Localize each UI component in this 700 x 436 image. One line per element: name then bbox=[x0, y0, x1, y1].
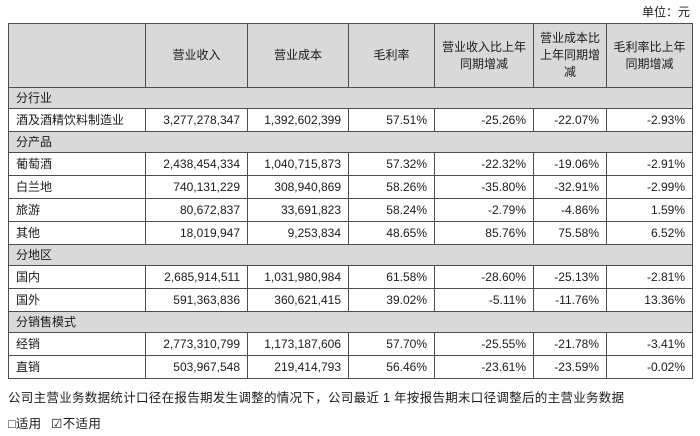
cell-label: 经销 bbox=[8, 332, 146, 356]
cell-cost-yoy: -32.91% bbox=[533, 175, 607, 199]
cell-cost-yoy: 75.58% bbox=[533, 221, 607, 245]
cell-cost-yoy: -19.06% bbox=[533, 152, 607, 176]
footnote: 公司主营业务数据统计口径在报告期发生调整的情况下，公司最近 1 年按报告期末口径… bbox=[8, 391, 625, 405]
cell-revenue: 80,672,837 bbox=[145, 198, 248, 222]
table-row: 旅游 80,672,837 33,691,823 58.24% -2.79% -4.86%… bbox=[8, 198, 693, 222]
cell-revenue-yoy: -2.79% bbox=[434, 198, 534, 222]
cell-label: 国外 bbox=[8, 288, 146, 312]
cell-revenue-yoy: 85.76% bbox=[434, 221, 534, 245]
cell-label: 直销 bbox=[8, 355, 146, 379]
cell-margin: 57.70% bbox=[348, 332, 435, 356]
checkbox-applicable: □适用 bbox=[8, 417, 42, 431]
cell-cost-yoy: -11.76% bbox=[533, 288, 607, 312]
cell-revenue-yoy: -5.11% bbox=[434, 288, 534, 312]
cell-margin: 56.46% bbox=[348, 355, 435, 379]
cell-margin-yoy: -2.91% bbox=[606, 152, 693, 176]
cell-margin-yoy: 1.59% bbox=[606, 198, 693, 222]
cell-label: 旅游 bbox=[8, 198, 146, 222]
cell-label: 酒及酒精饮料制造业 bbox=[8, 108, 146, 132]
cell-cost-yoy: -21.78% bbox=[533, 332, 607, 356]
header-row: 营业收入 营业成本 毛利率 营业收入比上年同期增减 营业成本比上年同期增减 毛利… bbox=[8, 23, 693, 88]
main-business-table: 营业收入 营业成本 毛利率 营业收入比上年同期增减 营业成本比上年同期增减 毛利… bbox=[8, 23, 693, 379]
table-row: 酒及酒精饮料制造业 3,277,278,347 1,392,602,399 57.51… bbox=[8, 108, 693, 132]
cell-revenue: 2,438,454,334 bbox=[145, 152, 248, 176]
table-row: 直销 503,967,548 219,414,793 56.46% -23.61% -23… bbox=[8, 355, 693, 379]
cell-label: 其他 bbox=[8, 221, 146, 245]
table-row: 国内 2,685,914,511 1,031,980,984 61.58% -28.60… bbox=[8, 265, 693, 289]
cell-revenue: 18,019,947 bbox=[145, 221, 248, 245]
table-row: 其他 18,019,947 9,253,834 48.65% 85.76% 75.58% 6… bbox=[8, 221, 693, 245]
cell-cost-yoy: -22.07% bbox=[533, 108, 607, 132]
cell-margin: 58.26% bbox=[348, 175, 435, 199]
column-header-revenue: 营业收入 bbox=[145, 23, 248, 88]
table-row: 经销 2,773,310,799 1,173,187,606 57.70% -25.55… bbox=[8, 332, 693, 356]
cell-revenue-yoy: -35.80% bbox=[434, 175, 534, 199]
cell-margin: 61.58% bbox=[348, 265, 435, 289]
section-header-row: 分销售模式 bbox=[8, 311, 693, 333]
cell-cost: 1,392,602,399 bbox=[247, 108, 349, 132]
cell-margin: 57.32% bbox=[348, 152, 435, 176]
cell-cost: 1,040,715,873 bbox=[247, 152, 349, 176]
cell-label: 白兰地 bbox=[8, 175, 146, 199]
cell-revenue-yoy: -23.61% bbox=[434, 355, 534, 379]
cell-margin-yoy: 6.52% bbox=[606, 221, 693, 245]
section-title: 分产品 bbox=[8, 131, 693, 153]
cell-revenue: 2,773,310,799 bbox=[145, 332, 248, 356]
column-header-margin: 毛利率 bbox=[348, 23, 435, 88]
column-header-cost-yoy: 营业成本比上年同期增减 bbox=[533, 23, 607, 88]
cell-margin-yoy: -2.93% bbox=[606, 108, 693, 132]
cell-revenue: 503,967,548 bbox=[145, 355, 248, 379]
cell-margin-yoy: -2.99% bbox=[606, 175, 693, 199]
cell-margin-yoy: -2.81% bbox=[606, 265, 693, 289]
section-header-row: 分行业 bbox=[8, 87, 693, 109]
cell-margin: 48.65% bbox=[348, 221, 435, 245]
cell-label: 国内 bbox=[8, 265, 146, 289]
cell-revenue-yoy: -28.60% bbox=[434, 265, 534, 289]
table-row: 国外 591,363,836 360,621,415 39.02% -5.11% -11.… bbox=[8, 288, 693, 312]
cell-cost-yoy: -4.86% bbox=[533, 198, 607, 222]
table-row: 白兰地 740,131,229 308,940,869 58.26% -35.80% -3… bbox=[8, 175, 693, 199]
cell-cost: 360,621,415 bbox=[247, 288, 349, 312]
table-body: 分行业 酒及酒精饮料制造业 3,277,278,347 1,392,602,399 57… bbox=[8, 87, 693, 379]
checkbox-not-applicable: ☑不适用 bbox=[51, 417, 102, 431]
cell-margin: 39.02% bbox=[348, 288, 435, 312]
section-title: 分销售模式 bbox=[8, 311, 693, 333]
cell-cost: 1,173,187,606 bbox=[247, 332, 349, 356]
cell-revenue-yoy: -25.55% bbox=[434, 332, 534, 356]
cell-revenue: 2,685,914,511 bbox=[145, 265, 248, 289]
unit-label: 单位：元 bbox=[641, 5, 690, 19]
cell-label: 葡萄酒 bbox=[8, 152, 146, 176]
column-header-blank bbox=[8, 23, 146, 88]
cell-margin: 57.51% bbox=[348, 108, 435, 132]
column-header-cost: 营业成本 bbox=[247, 23, 349, 88]
cell-revenue-yoy: -22.32% bbox=[434, 152, 534, 176]
cell-margin-yoy: -0.02% bbox=[606, 355, 693, 379]
cell-cost: 9,253,834 bbox=[247, 221, 349, 245]
section-header-row: 分地区 bbox=[8, 244, 693, 266]
cell-margin-yoy: -3.41% bbox=[606, 332, 693, 356]
cell-revenue: 3,277,278,347 bbox=[145, 108, 248, 132]
cell-cost-yoy: -23.59% bbox=[533, 355, 607, 379]
cell-cost-yoy: -25.13% bbox=[533, 265, 607, 289]
cell-cost: 308,940,869 bbox=[247, 175, 349, 199]
column-header-revenue-yoy: 营业收入比上年同期增减 bbox=[434, 23, 534, 88]
column-header-margin-yoy: 毛利率比上年同期增减 bbox=[606, 23, 693, 88]
cell-revenue: 591,363,836 bbox=[145, 288, 248, 312]
table-row: 葡萄酒 2,438,454,334 1,040,715,873 57.32% -22.3… bbox=[8, 152, 693, 176]
section-header-row: 分产品 bbox=[8, 131, 693, 153]
cell-cost: 33,691,823 bbox=[247, 198, 349, 222]
table-header: 营业收入 营业成本 毛利率 营业收入比上年同期增减 营业成本比上年同期增减 毛利… bbox=[8, 23, 693, 88]
section-title: 分地区 bbox=[8, 244, 693, 266]
cell-margin-yoy: 13.36% bbox=[606, 288, 693, 312]
cell-cost: 219,414,793 bbox=[247, 355, 349, 379]
cell-cost: 1,031,980,984 bbox=[247, 265, 349, 289]
section-title: 分行业 bbox=[8, 87, 693, 109]
cell-margin: 58.24% bbox=[348, 198, 435, 222]
cell-revenue-yoy: -25.26% bbox=[434, 108, 534, 132]
cell-revenue: 740,131,229 bbox=[145, 175, 248, 199]
applicability-line: □适用 ☑不适用 bbox=[8, 416, 692, 433]
